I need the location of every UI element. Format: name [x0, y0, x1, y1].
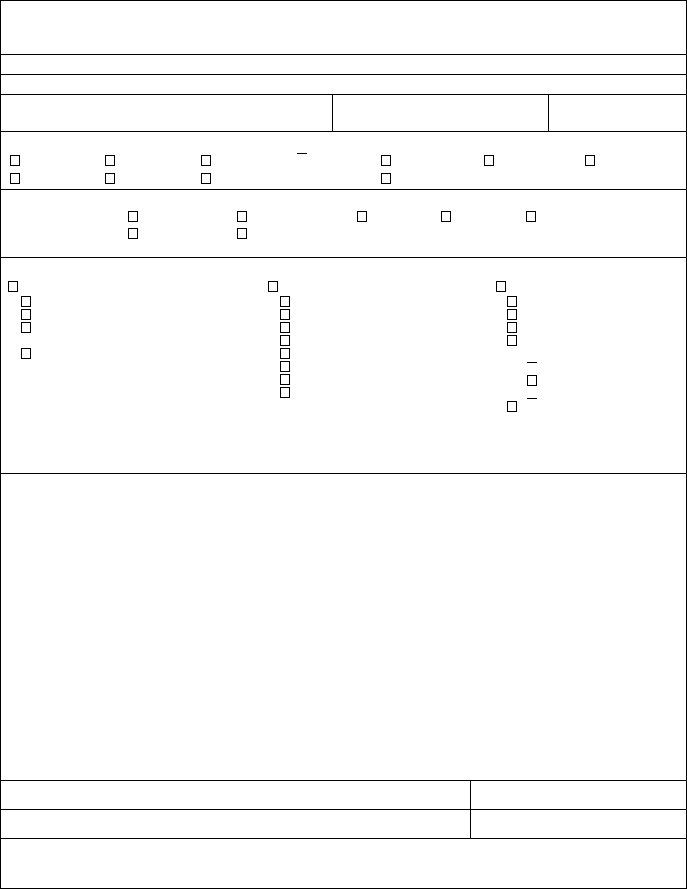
checkbox[interactable]	[268, 281, 278, 292]
checkbox[interactable]	[527, 375, 537, 386]
divider-line	[0, 54, 687, 55]
date-field-2[interactable]	[471, 810, 686, 838]
checkbox[interactable]	[10, 155, 20, 166]
checkbox[interactable]	[381, 155, 391, 166]
checkbox[interactable]	[526, 211, 536, 222]
checkbox[interactable]	[21, 296, 31, 307]
checkbox[interactable]	[441, 211, 451, 222]
footer-field[interactable]	[1, 839, 686, 887]
signature-field-1[interactable]	[1, 781, 470, 809]
field-4b[interactable]	[333, 95, 548, 131]
checkbox[interactable]	[280, 374, 290, 385]
field-divider	[332, 94, 333, 131]
checkbox[interactable]	[280, 348, 290, 359]
checkbox[interactable]	[381, 173, 391, 184]
checkbox[interactable]	[280, 296, 290, 307]
blank-line-mark	[527, 398, 537, 399]
checkbox[interactable]	[280, 361, 290, 372]
date-field-1[interactable]	[471, 781, 686, 809]
checkbox[interactable]	[237, 228, 247, 239]
divider-line	[0, 74, 687, 75]
field-divider	[470, 780, 471, 838]
checkbox[interactable]	[357, 211, 367, 222]
checkbox[interactable]	[280, 387, 290, 398]
checkbox[interactable]	[280, 309, 290, 320]
checkbox[interactable]	[105, 155, 115, 166]
checkbox[interactable]	[280, 322, 290, 333]
divider-line	[0, 780, 687, 781]
checkbox[interactable]	[201, 155, 211, 166]
divider-line	[0, 838, 687, 839]
divider-line	[0, 94, 687, 95]
checkbox[interactable]	[105, 173, 115, 184]
checkbox[interactable]	[507, 296, 517, 307]
checkbox[interactable]	[128, 211, 138, 222]
field-row-3[interactable]	[1, 75, 686, 94]
checkbox[interactable]	[507, 322, 517, 333]
remarks-field[interactable]	[1, 474, 686, 780]
divider-line	[0, 473, 687, 474]
checkbox[interactable]	[201, 173, 211, 184]
checkbox[interactable]	[21, 322, 31, 333]
checkbox[interactable]	[507, 309, 517, 320]
checkbox[interactable]	[484, 155, 494, 166]
checkbox[interactable]	[507, 401, 517, 412]
checkbox[interactable]	[280, 335, 290, 346]
divider-line	[0, 809, 687, 810]
signature-field-2[interactable]	[1, 810, 470, 838]
header-field[interactable]	[1, 1, 686, 54]
blank-line-mark	[527, 362, 537, 363]
field-divider	[548, 94, 549, 131]
checkbox[interactable]	[10, 173, 20, 184]
checkbox[interactable]	[21, 348, 31, 359]
blank-line-mark	[297, 153, 307, 154]
checkbox[interactable]	[128, 228, 138, 239]
checkbox[interactable]	[237, 211, 247, 222]
checkbox[interactable]	[507, 335, 517, 346]
divider-line	[0, 189, 687, 190]
divider-line	[0, 257, 687, 258]
field-row-2[interactable]	[1, 55, 686, 74]
checkbox[interactable]	[21, 309, 31, 320]
checkbox[interactable]	[496, 281, 506, 292]
checkbox[interactable]	[8, 281, 18, 292]
checkbox[interactable]	[585, 155, 595, 166]
divider-line	[0, 131, 687, 132]
field-4c[interactable]	[549, 95, 686, 131]
field-4a[interactable]	[1, 95, 332, 131]
